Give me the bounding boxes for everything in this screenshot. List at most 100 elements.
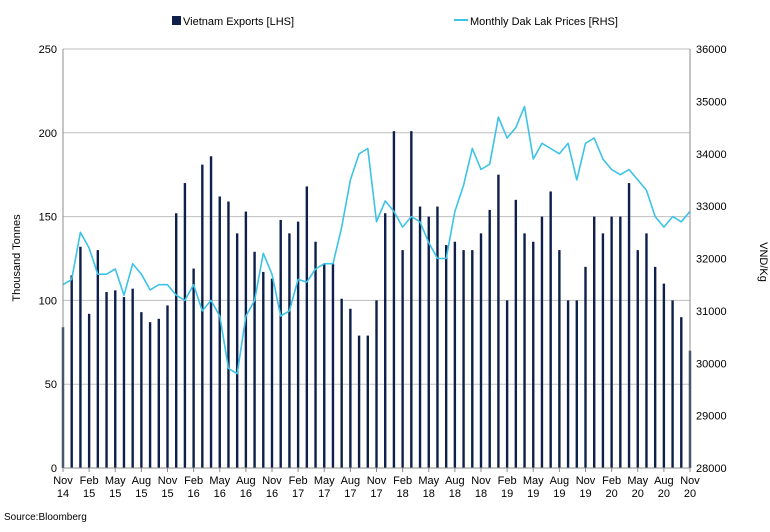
bar	[671, 300, 674, 468]
bar	[244, 211, 248, 468]
bar	[436, 206, 439, 468]
x-tick-label-year: 15	[83, 488, 95, 500]
x-tick-label-month: Feb	[498, 475, 517, 487]
bar	[122, 297, 126, 468]
legend-bar-swatch	[172, 16, 181, 25]
legend: Vietnam Exports [LHS] Monthly Dak Lak Pr…	[172, 16, 618, 28]
bar	[314, 241, 317, 468]
bar	[105, 292, 108, 468]
bar	[227, 201, 230, 469]
x-tick-label-month: Nov	[576, 475, 596, 487]
y-tick-label-right: 33000	[696, 201, 727, 213]
bar	[549, 191, 552, 468]
bar	[96, 250, 100, 468]
bar	[79, 246, 82, 468]
x-tick-label-year: 14	[57, 488, 69, 500]
x-tick-label-year: 19	[527, 488, 539, 500]
x-tick-label-year: 17	[318, 488, 330, 500]
bar	[375, 300, 378, 468]
x-tick-label-month: Aug	[236, 475, 256, 487]
x-tick-label-month: Nov	[680, 475, 700, 487]
bar	[488, 209, 491, 468]
y-tick-label-right: 35000	[696, 96, 727, 108]
bar	[131, 288, 134, 468]
x-tick-label-month: Nov	[262, 475, 282, 487]
bar	[340, 298, 343, 468]
legend-bar-label: Vietnam Exports [LHS]	[183, 16, 294, 28]
bar	[575, 300, 578, 468]
bar	[218, 196, 221, 468]
bar	[610, 216, 613, 468]
bar	[331, 263, 335, 468]
x-tick-label-month: Feb	[80, 475, 99, 487]
y-axis-right-title: VND/Kg	[757, 242, 769, 282]
x-tick-label-year: 17	[344, 488, 356, 500]
x-tick-label-year: 20	[658, 488, 670, 500]
x-tick-label-month: Aug	[341, 475, 361, 487]
bar	[384, 213, 387, 468]
x-tick-label-month: Feb	[289, 475, 308, 487]
x-axis-ticks: Nov14Feb15May15Aug15Nov15Feb16May16Aug16…	[53, 468, 700, 500]
bar	[209, 156, 213, 468]
bar	[140, 312, 143, 468]
y-tick-label-right: 34000	[696, 149, 727, 161]
bar	[505, 300, 509, 468]
bar	[662, 283, 666, 468]
bar	[279, 219, 282, 468]
x-tick-label-year: 20	[632, 488, 644, 500]
bar	[619, 216, 622, 468]
x-tick-label-year: 18	[475, 488, 487, 500]
y-axis-left-ticks: 0 50 100 150 200 250	[39, 44, 57, 475]
bar	[636, 250, 639, 468]
x-tick-label-year: 16	[214, 488, 226, 500]
y-tick-label-left: 0	[51, 463, 57, 475]
legend-line-label: Monthly Dak Lak Prices [RHS]	[470, 16, 618, 28]
bar	[410, 131, 413, 468]
bar	[601, 233, 605, 468]
bar	[253, 251, 256, 468]
bar	[497, 174, 500, 468]
y-tick-label-left: 150	[39, 212, 57, 224]
bar-series-exports	[61, 131, 692, 469]
y-tick-label-left: 200	[39, 128, 57, 140]
bar	[323, 263, 326, 468]
bar	[296, 221, 300, 468]
bar	[444, 245, 448, 468]
bar	[192, 268, 195, 468]
bar	[305, 186, 309, 468]
bar	[479, 233, 483, 468]
x-tick-label-year: 19	[553, 488, 565, 500]
y-tick-label-left: 100	[39, 295, 57, 307]
x-tick-label-month: Nov	[53, 475, 73, 487]
y-tick-label-left: 50	[45, 379, 57, 391]
bar	[514, 199, 518, 468]
bar	[401, 250, 404, 468]
x-tick-label-year: 18	[423, 488, 435, 500]
x-tick-label-year: 15	[109, 488, 121, 500]
bar	[462, 250, 465, 468]
x-tick-label-year: 16	[266, 488, 278, 500]
bar	[540, 216, 544, 468]
y-tick-label-right: 36000	[696, 44, 727, 56]
x-tick-label-year: 16	[188, 488, 200, 500]
bar	[566, 300, 570, 468]
bar	[270, 278, 274, 468]
x-tick-label-year: 18	[397, 488, 409, 500]
x-tick-label-year: 16	[240, 488, 252, 500]
x-tick-label-month: Feb	[393, 475, 412, 487]
x-tick-label-month: Aug	[445, 475, 465, 487]
x-tick-label-month: Nov	[471, 475, 491, 487]
x-tick-label-year: 15	[161, 488, 173, 500]
x-tick-label-month: May	[314, 475, 335, 487]
bar	[558, 250, 561, 468]
bar	[645, 233, 648, 468]
bar	[523, 233, 526, 468]
bar	[201, 164, 204, 469]
bar	[366, 335, 369, 468]
bar	[183, 183, 187, 468]
bar	[418, 206, 422, 468]
bar	[70, 275, 73, 468]
bar	[166, 305, 169, 468]
bar	[593, 216, 596, 468]
